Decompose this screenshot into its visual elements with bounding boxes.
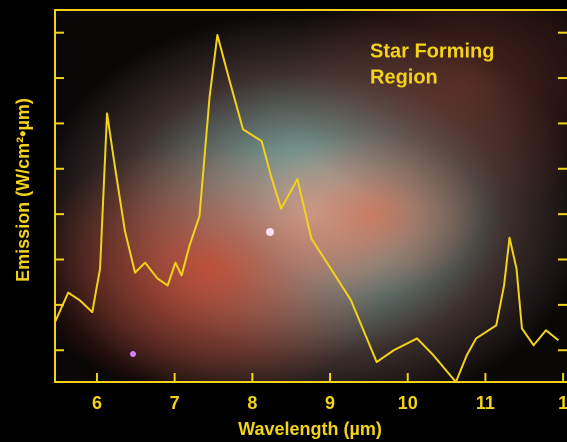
x-tick-label: 9 [325,393,335,413]
y-axis-label: Emission (W/cm²•µm) [13,98,33,282]
nebula-background [55,10,567,382]
x-tick-label: 11 [476,393,495,413]
x-tick-label: 6 [92,393,102,413]
annotation: Star Forming [370,40,494,62]
x-axis-label: Wavelength (µm) [238,419,382,439]
plot-frame [54,9,567,383]
x-tick-label: 7 [170,393,180,413]
artifact [308,398,322,412]
x-tick-label: 1 [558,393,567,413]
annotation: Region [370,66,438,88]
spectrum-line [54,33,560,383]
x-tick-label: 8 [247,393,257,413]
x-tick-label: 10 [398,393,418,413]
artifact [530,402,548,416]
